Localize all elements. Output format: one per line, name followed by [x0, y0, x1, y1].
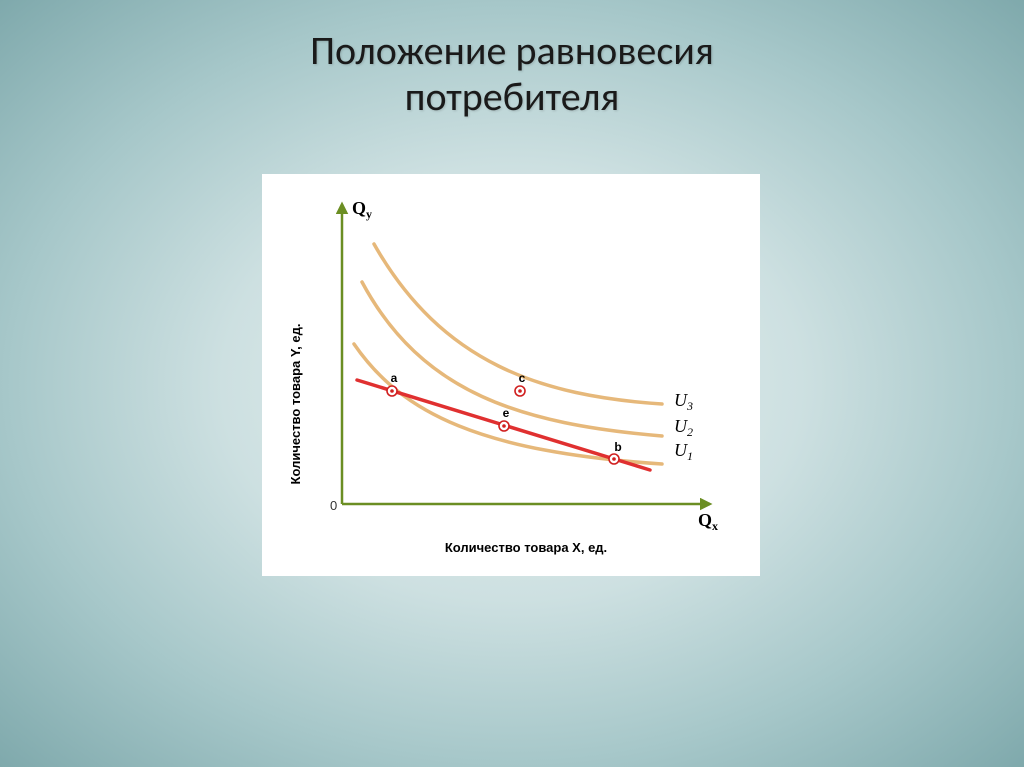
curve-label-U2: U2	[674, 416, 693, 439]
point-label-b: b	[614, 440, 621, 454]
curve-U2	[362, 282, 662, 436]
curve-label-U3: U3	[674, 390, 693, 413]
x-axis-title: Количество товара X, ед.	[445, 540, 607, 555]
curve-label-U1: U1	[674, 440, 693, 463]
y-axis-symbol: Qy	[352, 198, 372, 221]
title-line-1: Положение равновесия	[310, 26, 714, 75]
point-b-dot	[612, 457, 616, 461]
point-label-a: a	[391, 371, 398, 385]
y-axis-title: Количество товара Y, ед.	[288, 324, 303, 485]
chart-container: a c e b U1U2 U3 Qy Qx 0 Количество товара Y, ед. К…	[262, 174, 760, 576]
slide: Положение равновесия потребителя acebU1U…	[0, 0, 1024, 767]
slide-title: Положение равновесия потребителя	[0, 0, 1024, 120]
point-c-dot	[518, 389, 522, 393]
origin-label: 0	[330, 498, 337, 513]
point-label-e: e	[503, 406, 510, 420]
equilibrium-chart: a c e b U1U2 U3 Qy Qx 0 Количество товара Y, ед. К…	[262, 174, 760, 576]
point-label-c: c	[519, 371, 526, 385]
point-a-dot	[390, 389, 394, 393]
point-e-dot	[502, 424, 506, 428]
title-line-2: потребителя	[405, 72, 620, 121]
x-axis-symbol: Qx	[698, 510, 718, 533]
